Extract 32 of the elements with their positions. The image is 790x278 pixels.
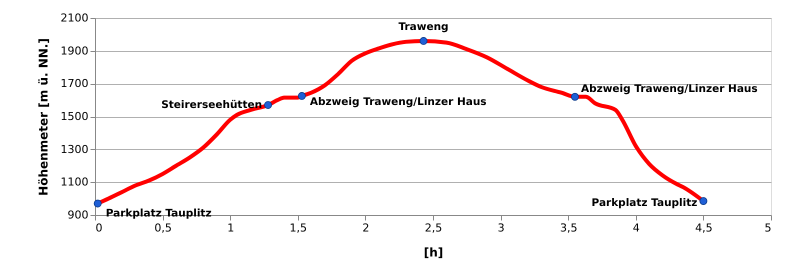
point	[298, 92, 306, 100]
annotation: Abzweig Traweng/Linzer Haus	[580, 82, 758, 95]
x-tick-label: 1	[227, 222, 234, 234]
y-tick-label: 1900	[60, 44, 88, 58]
y-axis-title: Höhenmeter [m ü. NN.]	[36, 38, 51, 196]
x-tick-label: 3,5	[560, 222, 578, 234]
x-tick-label: 2,5	[424, 222, 442, 234]
y-tick-label: 1300	[60, 142, 88, 156]
annotation: Steirerseehütten	[161, 99, 262, 112]
annotation: Abzweig Traweng/Linzer Haus	[310, 96, 487, 108]
point	[264, 101, 272, 109]
point	[699, 197, 708, 205]
y-tick-label: 1100	[60, 176, 88, 189]
x-tick-label: 3	[498, 222, 505, 234]
x-tick-label: 2	[362, 222, 370, 234]
x-tick-label: 0	[96, 222, 102, 234]
point	[571, 92, 579, 101]
x-tick-label: 4	[632, 222, 640, 234]
y-tick-label: 1500	[60, 110, 88, 123]
annotation: Parkplatz Tauplitz	[592, 197, 698, 210]
annotation: Traweng	[398, 20, 449, 33]
point	[94, 200, 102, 208]
x-tick-label: 0,5	[154, 222, 172, 234]
annotation: Parkplatz Tauplitz	[106, 208, 212, 220]
point	[420, 37, 428, 45]
y-tick-label: 2100	[60, 12, 88, 24]
x-axis-title: [h]	[424, 246, 444, 260]
y-tick-label: 1700	[60, 77, 88, 90]
x-tick-label: 4,5	[695, 222, 713, 234]
y-tick-label: 900	[68, 208, 88, 222]
x-tick-label: 1,5	[290, 222, 308, 234]
x-tick-label: 5	[764, 222, 772, 234]
